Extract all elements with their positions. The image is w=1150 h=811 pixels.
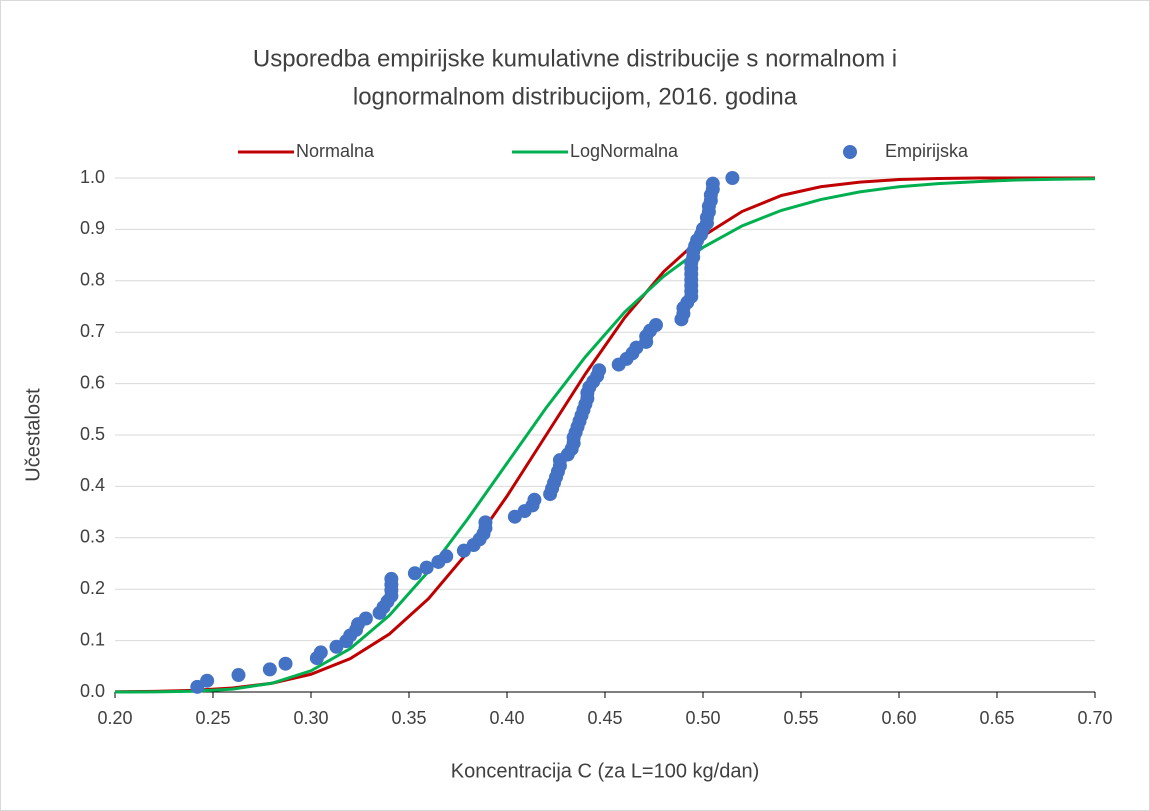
y-tick-label: 0.8 xyxy=(80,270,105,290)
y-tick-label: 0.0 xyxy=(80,681,105,701)
scatter-point xyxy=(725,171,740,185)
y-tick-label: 0.1 xyxy=(80,629,105,649)
x-tick-label: 0.60 xyxy=(881,708,916,728)
y-tick-label: 0.3 xyxy=(80,527,105,547)
line-series xyxy=(114,177,1096,694)
x-tick-label: 0.70 xyxy=(1077,708,1112,728)
y-tick-label: 0.2 xyxy=(80,578,105,598)
scatter-point xyxy=(358,611,373,626)
x-tick-label: 0.20 xyxy=(97,708,132,728)
x-tick-label: 0.55 xyxy=(783,708,818,728)
scatter-point xyxy=(439,549,454,564)
x-tick-label: 0.50 xyxy=(685,708,720,728)
scatter-point xyxy=(419,560,434,575)
scatter-point xyxy=(527,492,542,507)
legend-label: Empirijska xyxy=(885,141,969,161)
x-tick-label: 0.65 xyxy=(979,708,1014,728)
scatter-point xyxy=(200,673,215,688)
legend-label: Normalna xyxy=(296,141,375,161)
y-tick-label: 0.6 xyxy=(80,372,105,392)
scatter-point xyxy=(313,645,328,660)
scatter-point xyxy=(231,668,246,683)
scatter-point xyxy=(478,515,493,530)
y-axis-label: Učestalost xyxy=(22,388,44,482)
chart-title: Usporedba empirijske kumulativne distrib… xyxy=(253,45,897,72)
scatter-point xyxy=(262,662,277,677)
scatter-point xyxy=(278,656,293,671)
y-tick-label: 0.9 xyxy=(80,218,105,238)
y-tick-label: 0.5 xyxy=(80,424,105,444)
x-tick-label: 0.40 xyxy=(489,708,524,728)
x-axis-label: Koncentracija C (za L=100 kg/dan) xyxy=(451,760,760,782)
x-tick-label: 0.25 xyxy=(195,708,230,728)
x-tick-label: 0.35 xyxy=(391,708,426,728)
y-tick-label: 1.0 xyxy=(80,167,105,187)
scatter-point xyxy=(648,318,663,333)
scatter-point xyxy=(592,363,607,378)
chart-title: lognormalnom distribucijom, 2016. godina xyxy=(353,83,798,110)
legend-label: LogNormalna xyxy=(570,141,679,161)
legend-swatch xyxy=(843,145,857,159)
x-tick-label: 0.30 xyxy=(293,708,328,728)
y-tick-label: 0.4 xyxy=(80,475,105,495)
scatter-point xyxy=(407,566,422,581)
scatter-point xyxy=(705,176,720,191)
x-tick-label: 0.45 xyxy=(587,708,622,728)
scatter-point xyxy=(384,571,399,586)
y-tick-label: 0.7 xyxy=(80,321,105,341)
